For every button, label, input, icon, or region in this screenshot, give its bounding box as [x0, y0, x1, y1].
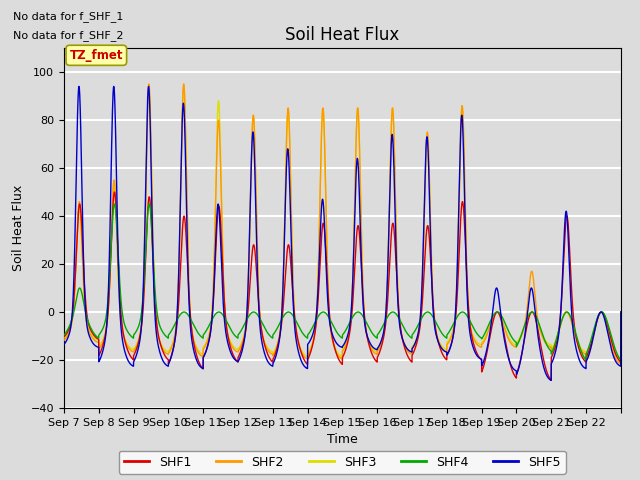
Title: Soil Heat Flux: Soil Heat Flux — [285, 25, 399, 44]
Text: No data for f_SHF_2: No data for f_SHF_2 — [13, 30, 124, 41]
X-axis label: Time: Time — [327, 433, 358, 446]
Text: TZ_fmet: TZ_fmet — [70, 49, 123, 62]
Legend: SHF1, SHF2, SHF3, SHF4, SHF5: SHF1, SHF2, SHF3, SHF4, SHF5 — [119, 451, 566, 474]
Y-axis label: Soil Heat Flux: Soil Heat Flux — [12, 185, 25, 271]
Text: No data for f_SHF_1: No data for f_SHF_1 — [13, 11, 123, 22]
